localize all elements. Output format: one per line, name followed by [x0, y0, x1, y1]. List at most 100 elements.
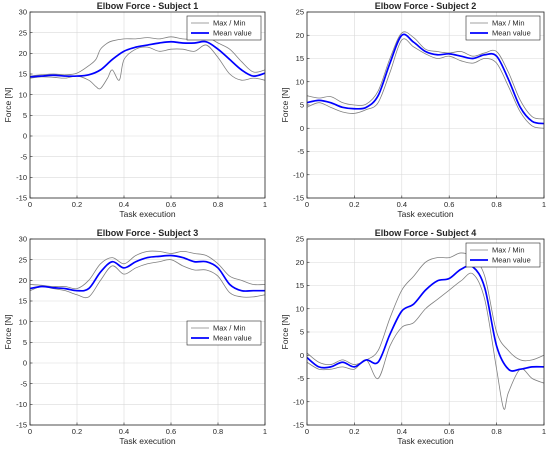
- x-tick-label: 0: [28, 200, 32, 209]
- y-tick-label: -5: [297, 374, 304, 383]
- legend-label: Mean value: [213, 334, 252, 343]
- legend-label: Mean value: [492, 256, 531, 265]
- series-group: [307, 252, 544, 410]
- y-tick-label: 30: [19, 8, 27, 17]
- y-tick-label: 10: [19, 317, 27, 326]
- y-tick-label: 20: [19, 49, 27, 58]
- x-tick-label: 0.4: [397, 427, 407, 436]
- x-tick-label: 0.4: [119, 200, 129, 209]
- chart-title: Elbow Force - Subject 2: [375, 1, 477, 11]
- y-tick-label: -15: [293, 194, 304, 203]
- x-tick-label: 0.6: [444, 427, 454, 436]
- legend-box: [186, 320, 262, 346]
- x-axis-label: Task execution: [397, 436, 453, 446]
- y-tick-label: 5: [23, 338, 27, 347]
- y-tick-label: -5: [20, 152, 27, 161]
- x-tick-label: 1: [263, 200, 267, 209]
- series-group: [307, 31, 544, 129]
- y-tick-label: -5: [20, 379, 27, 388]
- x-tick-label: 0.8: [213, 427, 223, 436]
- x-axis-label: Task execution: [119, 209, 175, 219]
- y-tick-label: 15: [19, 70, 27, 79]
- y-tick-label: 0: [23, 359, 27, 368]
- max-line: [30, 36, 265, 77]
- y-tick-label: 20: [296, 258, 304, 267]
- subplot-3: 0 0.2 0.4 0.6 0.8 1 -15 -10 -5 0 5 10 15 20 25 30 Elbow …: [3, 228, 267, 446]
- legend-label: Max / Min: [213, 324, 246, 333]
- x-tick-label: 1: [542, 200, 546, 209]
- y-tick-label: -5: [297, 147, 304, 156]
- y-tick-label: 25: [19, 255, 27, 264]
- mean-value-line: [307, 33, 544, 125]
- mean-value-line: [307, 264, 544, 372]
- axes-box: [29, 11, 266, 199]
- x-tick-label: 0: [305, 427, 309, 436]
- y-tick-label: 15: [19, 297, 27, 306]
- min-line: [30, 259, 265, 299]
- y-tick-label: 0: [300, 351, 304, 360]
- max-line: [307, 31, 544, 120]
- x-tick-label: 0.2: [72, 200, 82, 209]
- y-tick-label: 20: [296, 31, 304, 40]
- x-tick-label: 0.8: [491, 200, 501, 209]
- y-axis-label: Force [N]: [3, 88, 13, 123]
- x-axis-label: Task execution: [119, 436, 175, 446]
- y-tick-label: 25: [296, 8, 304, 17]
- series-group: [30, 36, 265, 90]
- legend-label: Max / Min: [492, 19, 525, 28]
- y-tick-label: 15: [296, 54, 304, 63]
- x-tick-label: 0.6: [166, 200, 176, 209]
- max-line: [30, 250, 265, 290]
- y-axis-label: Force [N]: [280, 88, 290, 123]
- legend-box: [465, 15, 541, 41]
- plot-area: [30, 12, 265, 198]
- x-tick-label: 0.8: [213, 200, 223, 209]
- y-tick-label: 10: [19, 90, 27, 99]
- x-axis-label: Task execution: [397, 209, 453, 219]
- x-tick-label: 0: [305, 200, 309, 209]
- mean-value-line: [30, 40, 265, 78]
- y-tick-label: 10: [296, 304, 304, 313]
- axes-box: [29, 238, 266, 426]
- x-tick-label: 1: [263, 427, 267, 436]
- y-tick-label: 30: [19, 235, 27, 244]
- series-group: [30, 250, 265, 299]
- legend-box: [186, 15, 262, 41]
- max-line: [307, 252, 544, 366]
- chart-title: Elbow Force - Subject 1: [97, 1, 199, 11]
- y-tick-label: -15: [16, 421, 27, 430]
- y-tick-label: 5: [300, 101, 304, 110]
- chart-title: Elbow Force - Subject 4: [375, 228, 477, 238]
- min-line: [307, 38, 544, 129]
- x-tick-label: 1: [542, 427, 546, 436]
- y-axis-label: Force [N]: [280, 315, 290, 350]
- x-tick-label: 0.2: [349, 200, 359, 209]
- x-tick-label: 0.6: [166, 427, 176, 436]
- subplot-4: 0 0.2 0.4 0.6 0.8 1 -15 -10 -5 0 5 10 15 20 25 Elbow Fo…: [280, 228, 546, 446]
- x-tick-label: 0.4: [119, 427, 129, 436]
- legend-label: Max / Min: [213, 19, 246, 28]
- y-tick-label: 0: [300, 124, 304, 133]
- y-tick-label: 20: [19, 276, 27, 285]
- y-tick-label: 0: [23, 132, 27, 141]
- y-axis-label: Force [N]: [3, 315, 13, 350]
- y-tick-label: -15: [293, 421, 304, 430]
- x-tick-label: 0.6: [444, 200, 454, 209]
- subplot-1: 0 0.2 0.4 0.6 0.8 1 -15 -10 -5 0 5 10 15 20 25 30 Elbow …: [3, 1, 267, 219]
- x-tick-label: 0: [28, 427, 32, 436]
- x-tick-label: 0.4: [397, 200, 407, 209]
- y-tick-label: -10: [16, 400, 27, 409]
- x-tick-label: 0.2: [349, 427, 359, 436]
- legend-box: [465, 242, 541, 268]
- subplot-2: 0 0.2 0.4 0.6 0.8 1 -15 -10 -5 0 5 10 15 20 25 Elbow Fo…: [280, 1, 546, 219]
- y-tick-label: 25: [19, 28, 27, 37]
- y-tick-label: 5: [23, 111, 27, 120]
- y-tick-label: -15: [16, 194, 27, 203]
- y-tick-label: 10: [296, 77, 304, 86]
- legend-label: Mean value: [213, 29, 252, 38]
